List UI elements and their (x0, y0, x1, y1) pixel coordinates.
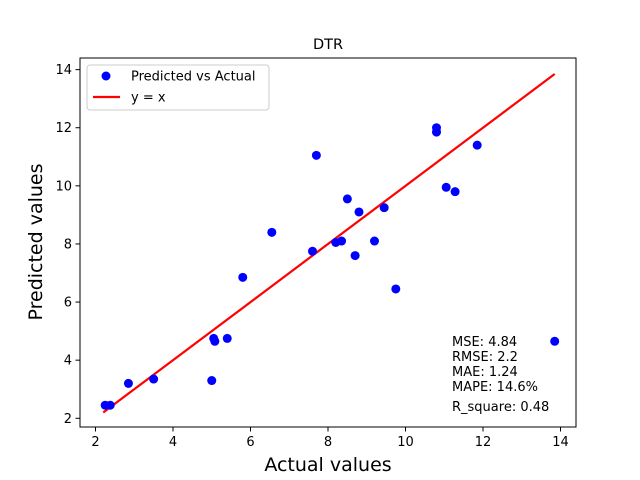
y-tick-label: 14 (55, 63, 72, 78)
data-point (222, 333, 232, 343)
data-point (207, 376, 217, 386)
scatter-series-layer (100, 123, 560, 410)
legend-label-line: y = x (131, 91, 166, 106)
metric-rmse: RMSE: 2.2 (452, 350, 518, 365)
data-point (267, 227, 277, 237)
data-point (308, 246, 317, 256)
x-tick-label: 10 (397, 435, 414, 450)
x-tick-label: 6 (246, 435, 254, 450)
metric-mse: MSE: 4.84 (452, 335, 517, 350)
data-point (238, 272, 248, 282)
data-point (550, 336, 560, 346)
y-axis-label: Predicted values (25, 163, 47, 320)
y-tick-label: 6 (64, 296, 72, 311)
legend-marker-scatter (101, 71, 111, 81)
x-axis: 2 4 6 8 10 12 14 (91, 427, 569, 450)
data-point (337, 236, 347, 246)
metrics-annotation: MSE: 4.84 RMSE: 2.2 MAE: 1.24 MAPE: 14.6… (452, 335, 549, 415)
data-point (311, 150, 321, 160)
data-point (350, 251, 360, 261)
x-tick-label: 8 (324, 435, 332, 450)
data-point (105, 400, 115, 410)
identity-line (102, 73, 556, 414)
data-point (370, 236, 379, 246)
x-tick-label: 14 (552, 435, 569, 450)
data-point (354, 207, 364, 217)
legend-label-scatter: Predicted vs Actual (131, 70, 255, 85)
x-tick-label: 2 (91, 435, 99, 450)
data-point (123, 378, 133, 388)
line-series-layer (102, 73, 556, 414)
data-point (391, 284, 401, 294)
metric-r-square: R_square: 0.48 (452, 400, 549, 415)
x-tick-label: 4 (169, 435, 177, 450)
metric-mape: MAPE: 14.6% (452, 380, 538, 395)
data-point (472, 140, 482, 150)
chart-title: DTR (313, 37, 343, 53)
legend: Predicted vs Actual y = x (86, 64, 270, 111)
y-tick-label: 10 (55, 179, 72, 194)
data-point (441, 182, 451, 192)
x-tick-label: 12 (475, 435, 492, 450)
data-point (210, 336, 220, 346)
x-axis-label: Actual values (264, 454, 391, 476)
y-tick-label: 2 (64, 412, 72, 427)
y-tick-label: 8 (64, 237, 72, 252)
data-point (432, 127, 441, 137)
data-point (450, 187, 460, 197)
y-tick-label: 4 (64, 354, 72, 369)
y-axis: 2 4 6 8 10 12 14 (55, 63, 80, 427)
data-point (149, 374, 159, 384)
y-tick-label: 12 (55, 121, 72, 136)
plot-area (79, 57, 577, 428)
data-point (379, 203, 389, 213)
metric-mae: MAE: 1.24 (452, 365, 518, 380)
legend-box (86, 64, 270, 111)
data-point (342, 194, 352, 204)
